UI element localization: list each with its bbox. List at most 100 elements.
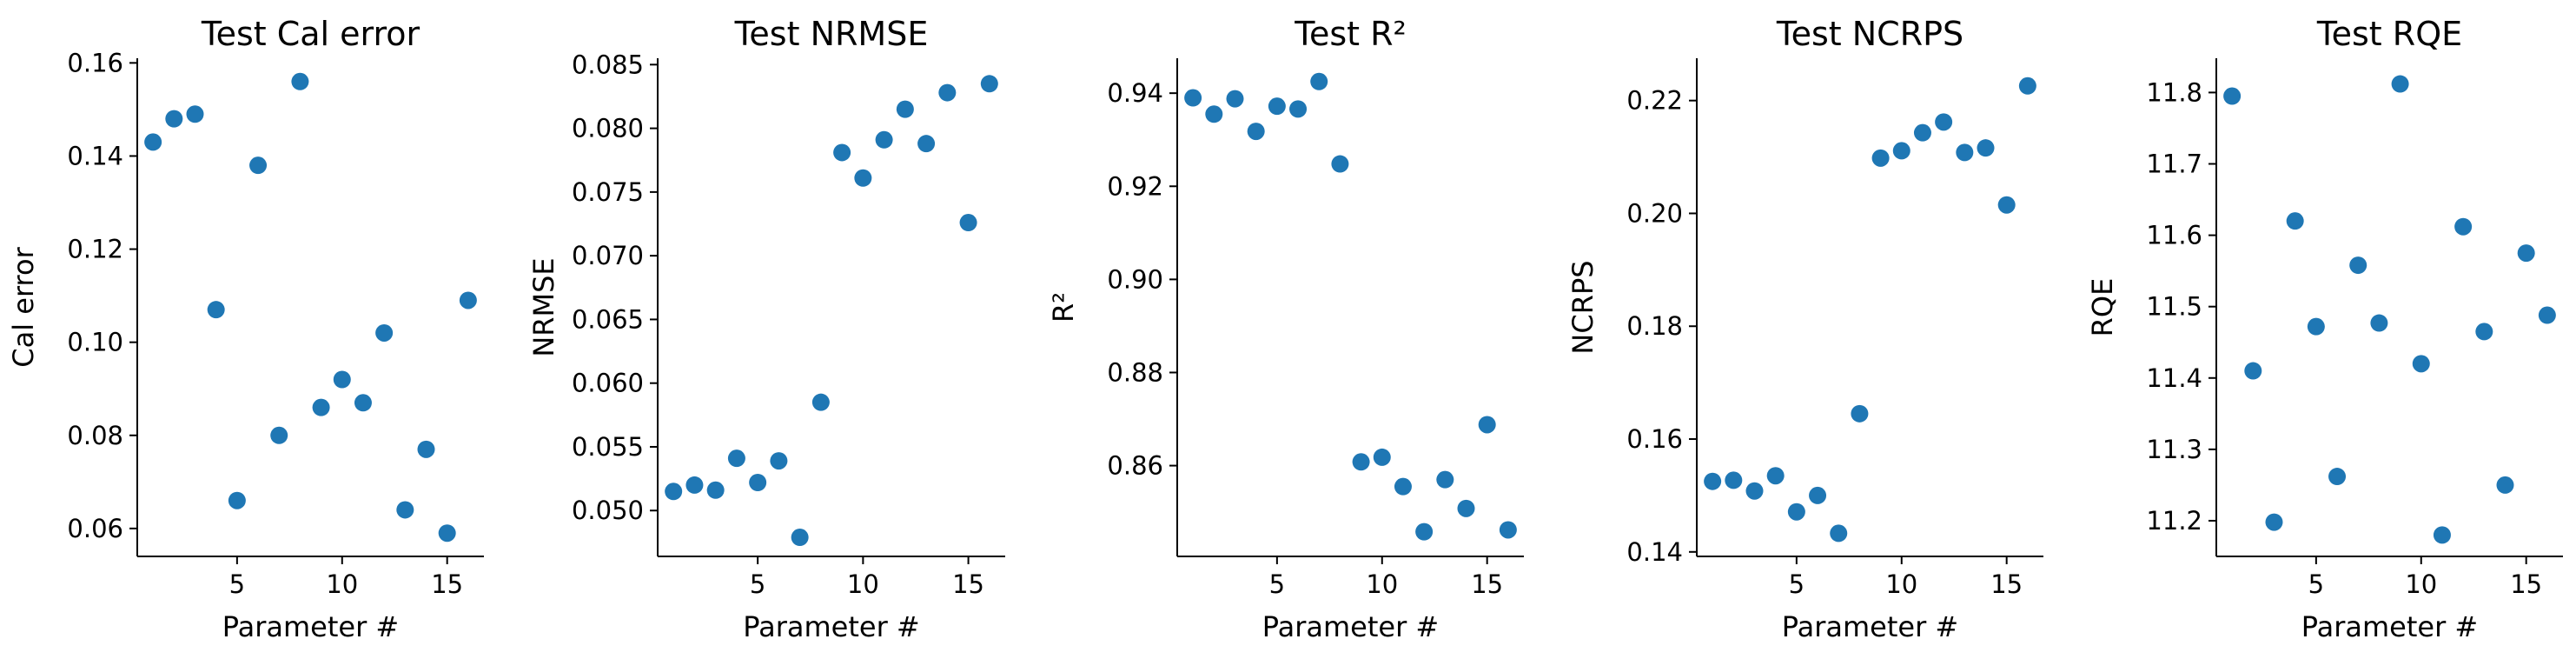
x-axis-label: Parameter # — [2301, 610, 2478, 643]
data-point — [665, 483, 683, 501]
x-tick-label: 10 — [326, 569, 358, 599]
data-point — [2475, 323, 2493, 341]
data-point — [727, 449, 745, 468]
chart-title: Test NRMSE — [734, 15, 929, 53]
data-point — [2433, 526, 2451, 544]
y-tick-label: 0.92 — [1107, 171, 1163, 201]
data-point — [291, 72, 309, 90]
y-tick-label: 0.20 — [1626, 198, 1683, 228]
data-point — [811, 393, 830, 411]
x-tick-label: 15 — [952, 569, 984, 599]
x-axis-label: Parameter # — [1262, 610, 1439, 643]
y-tick-label: 11.8 — [2146, 77, 2202, 107]
data-point — [791, 529, 809, 547]
y-tick-label: 0.08 — [67, 421, 123, 450]
x-tick-label: 15 — [1990, 569, 2023, 599]
data-point — [1184, 89, 1202, 107]
data-point — [270, 426, 288, 444]
x-tick-label: 15 — [431, 569, 463, 599]
data-point — [1977, 139, 1995, 157]
data-point — [417, 440, 435, 458]
y-tick-label: 0.16 — [1626, 424, 1683, 454]
data-point — [312, 398, 330, 416]
data-point — [1997, 196, 2016, 214]
data-point — [2265, 513, 2283, 531]
chart-panel-1: Test Cal error 5 10 15 0.06 0.08 0.10 0.12 0.14 0… — [7, 15, 484, 643]
data-point — [2538, 306, 2556, 324]
data-point — [1871, 149, 1890, 167]
data-point — [438, 524, 456, 543]
y-axis-label: NRMSE — [527, 257, 560, 356]
x-axis-label: Parameter # — [222, 610, 399, 643]
data-point — [2349, 256, 2367, 275]
data-point — [685, 476, 704, 494]
data-point — [917, 135, 936, 153]
data-point — [1935, 113, 1953, 131]
data-point — [959, 214, 977, 232]
data-point — [938, 83, 957, 102]
data-point — [2018, 77, 2036, 95]
data-point — [333, 370, 351, 389]
data-point — [854, 169, 872, 187]
y-tick-label: 0.060 — [572, 369, 644, 398]
y-tick-label: 0.080 — [572, 114, 644, 143]
y-tick-label: 0.94 — [1107, 78, 1163, 108]
x-tick-label: 15 — [1471, 569, 1503, 599]
data-point — [2286, 212, 2304, 230]
y-tick-label: 0.22 — [1626, 86, 1683, 116]
y-tick-label: 11.3 — [2146, 435, 2202, 464]
x-tick-label: 5 — [750, 569, 765, 599]
x-tick-label: 10 — [847, 569, 879, 599]
data-point — [749, 474, 767, 492]
y-tick-label: 0.055 — [572, 432, 644, 462]
y-tick-label: 0.14 — [67, 141, 123, 170]
data-point — [1310, 72, 1328, 90]
data-point — [875, 130, 893, 149]
data-point — [980, 75, 998, 93]
data-point — [2391, 75, 2409, 93]
data-point — [1809, 486, 1827, 504]
y-tick-label: 11.6 — [2146, 221, 2202, 250]
data-point — [2412, 355, 2430, 373]
y-tick-label: 0.12 — [67, 235, 123, 264]
y-tick-label: 0.06 — [67, 514, 123, 543]
data-point — [1394, 477, 1412, 496]
y-tick-label: 0.050 — [572, 496, 644, 525]
chart-panel-2: Test NRMSE 5 10 15 0.050 0.055 0.060 0.065 0.070… — [527, 15, 1005, 643]
data-point — [1913, 123, 1931, 142]
x-tick-label: 10 — [1366, 569, 1398, 599]
data-point — [1745, 482, 1764, 500]
data-point — [354, 394, 372, 412]
y-tick-label: 11.5 — [2146, 292, 2202, 322]
data-point — [396, 501, 414, 519]
y-tick-label: 11.7 — [2146, 149, 2202, 178]
data-point — [2244, 362, 2262, 380]
chart-title: Test NCRPS — [1776, 15, 1963, 53]
data-point — [2328, 468, 2347, 486]
data-point — [207, 301, 225, 319]
data-point — [1457, 499, 1475, 517]
data-point — [165, 110, 183, 128]
y-tick-label: 11.4 — [2146, 363, 2202, 393]
data-point — [2307, 317, 2325, 336]
data-point — [1478, 416, 1496, 434]
data-point — [2223, 87, 2242, 105]
x-tick-label: 5 — [2308, 569, 2324, 599]
data-point — [2496, 476, 2514, 494]
data-point — [1830, 524, 1848, 543]
data-point — [1268, 97, 1286, 116]
data-point — [186, 105, 204, 123]
x-axis-label: Parameter # — [1782, 610, 1958, 643]
x-tick-label: 5 — [1789, 569, 1805, 599]
x-tick-label: 5 — [1269, 569, 1285, 599]
x-tick-label: 15 — [2510, 569, 2542, 599]
y-tick-label: 0.070 — [572, 241, 644, 270]
chart-title: Test Cal error — [201, 15, 421, 53]
x-tick-label: 10 — [2405, 569, 2437, 599]
y-tick-label: 0.10 — [67, 328, 123, 357]
data-point — [2370, 314, 2388, 332]
y-tick-label: 0.065 — [572, 304, 644, 334]
y-axis-label: Cal error — [7, 246, 40, 367]
data-point — [2454, 217, 2473, 236]
